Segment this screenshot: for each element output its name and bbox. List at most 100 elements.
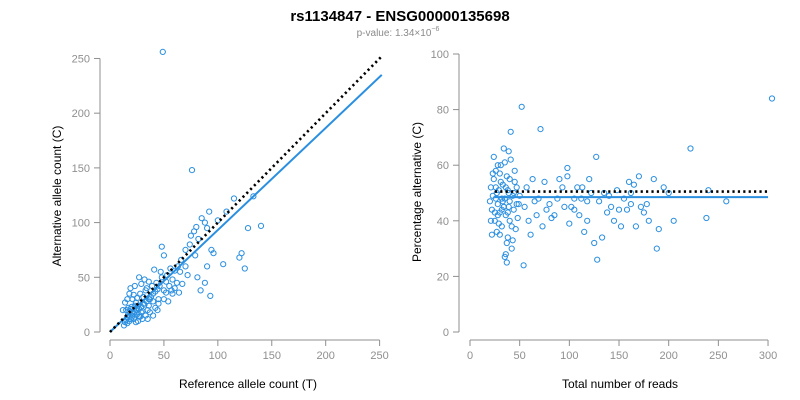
right-data-point: [610, 217, 618, 224]
left-x-axis-title: Reference allele count (T): [179, 377, 317, 391]
right-data-point: [506, 217, 513, 224]
left-data-point: [132, 299, 139, 306]
left-data-point: [175, 289, 183, 296]
left-data-point: [230, 195, 238, 202]
left-data-point: [154, 307, 161, 314]
left-data-point: [241, 265, 248, 272]
right-data-point: [630, 181, 638, 188]
right-data-point: [584, 198, 591, 205]
right-data-point: [500, 203, 507, 210]
right-data-point: [546, 201, 553, 208]
right-data-point: [508, 223, 515, 230]
left-data-point: [177, 268, 184, 275]
left-x-tick-label: 50: [158, 350, 170, 362]
right-data-point: [500, 145, 507, 152]
right-data-point: [488, 231, 495, 238]
left-data-point: [155, 300, 162, 307]
left-data-point: [151, 266, 158, 273]
left-data-point: [163, 289, 170, 296]
right-data-point: [535, 195, 542, 202]
left-y-tick-label: 0: [84, 327, 90, 339]
left-x-tick-label: 0: [107, 350, 113, 362]
right-data-point: [593, 153, 600, 160]
left-data-point: [182, 263, 189, 270]
right-data-point: [539, 223, 546, 230]
right-data-point: [620, 195, 628, 202]
right-data-point: [541, 178, 548, 185]
right-data-point: [497, 178, 504, 185]
right-data-point: [511, 178, 518, 185]
left-data-point: [204, 225, 211, 232]
left-data-point: [201, 219, 208, 226]
left-reference-line: [109, 55, 383, 333]
right-x-tick-label: 50: [514, 350, 526, 362]
right-data-point: [653, 245, 660, 252]
right-data-point: [495, 220, 502, 227]
left-panel: 0 50 100 150 200 250 0 50 100 150 200 250 Reference…: [50, 48, 389, 391]
right-data-point: [507, 128, 514, 135]
left-data-point: [165, 298, 172, 305]
right-data-point: [490, 176, 497, 183]
left-data-point: [159, 48, 166, 56]
right-data-point: [556, 176, 563, 183]
right-data-point: [637, 203, 645, 210]
right-data-point: [505, 148, 512, 155]
left-data-point: [214, 217, 221, 224]
left-data-point: [124, 296, 131, 303]
left-data-point: [125, 304, 132, 311]
left-data-point: [138, 280, 145, 287]
right-data-point: [559, 184, 566, 191]
left-data-point: [169, 276, 176, 283]
right-data-point: [599, 234, 606, 241]
right-data-point: [581, 228, 588, 235]
left-data-point: [150, 298, 157, 305]
right-data-point: [645, 217, 652, 224]
right-plot-marks: 0 50 100 150 200 250 300 0 20 40 60 80 100: [431, 49, 778, 362]
right-y-axis-title: Percentage alternative (C): [410, 122, 424, 262]
right-data-point: [584, 217, 591, 224]
right-data-point: [617, 223, 625, 230]
right-data-point: [625, 178, 633, 185]
right-x-tick-label: 250: [709, 350, 727, 362]
right-data-point: [501, 159, 508, 166]
right-data-point: [703, 214, 710, 222]
left-data-point: [187, 232, 194, 239]
left-x-tick-label: 100: [209, 350, 227, 362]
left-x-tick-label: 200: [317, 350, 335, 362]
right-data-point: [506, 198, 513, 205]
right-data-point: [768, 95, 776, 102]
right-y-tick-label: 0: [443, 327, 449, 339]
left-data-point: [127, 315, 134, 322]
right-data-point: [594, 256, 601, 263]
right-data-point: [551, 212, 558, 219]
right-data-point: [514, 214, 521, 222]
right-x-tick-label: 100: [560, 350, 578, 362]
right-data-point: [571, 206, 578, 213]
right-x-tick-label: 150: [610, 350, 628, 362]
left-data-point: [145, 278, 152, 285]
right-data-point: [510, 189, 517, 197]
right-data-point: [564, 173, 571, 180]
right-data-point: [660, 184, 667, 191]
right-data-point: [613, 187, 621, 194]
left-data-point: [160, 252, 167, 259]
right-data-point: [566, 220, 573, 227]
right-data-point: [520, 262, 527, 269]
right-data-point: [655, 226, 662, 233]
right-data-point: [494, 201, 501, 208]
right-data-point: [490, 153, 497, 160]
left-y-tick-label: 50: [78, 272, 90, 284]
right-y-tick-label: 20: [437, 271, 449, 283]
right-data-point: [670, 217, 677, 224]
right-data-point: [489, 170, 496, 177]
left-data-point: [145, 302, 152, 309]
right-data-point: [576, 212, 583, 219]
left-data-point: [178, 256, 185, 263]
right-panel: 0 50 100 150 200 250 300 0 20 40 60 80 100 Total num…: [410, 49, 777, 391]
right-data-point: [571, 195, 578, 202]
right-data-point: [503, 259, 510, 266]
right-data-point: [515, 201, 522, 208]
right-data-point: [615, 206, 623, 213]
left-data-point: [193, 223, 200, 231]
right-data-point: [608, 203, 615, 210]
